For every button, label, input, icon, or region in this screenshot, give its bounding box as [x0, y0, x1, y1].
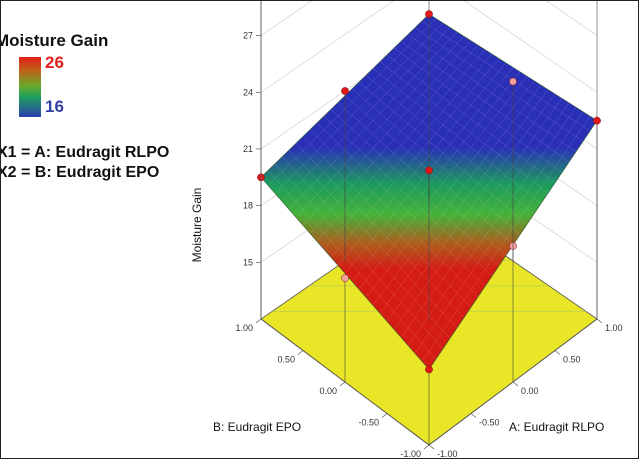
surface-mesh-line — [274, 22, 444, 194]
surface-mesh-line — [330, 109, 500, 266]
b-axis-title: B: Eudragit EPO — [213, 420, 301, 434]
axis-ticks: 15 18 21 24 27 -1.00 -0.50 0.00 0.50 1.00 -1.00 -0.… — [235, 31, 622, 458]
design-point — [425, 166, 433, 175]
surface-mesh-line — [281, 27, 451, 202]
a-tick-mark — [428, 444, 435, 450]
factor-label-x2: X2 = B: Eudragit EPO — [0, 164, 160, 181]
surface-mesh-line — [365, 75, 535, 215]
surface-mesh-line — [414, 111, 584, 354]
surface-mesh-line — [309, 45, 479, 234]
surface-mesh-line — [393, 47, 563, 173]
a-tick-label: 0.00 — [521, 386, 539, 396]
b-tick-mark — [339, 381, 346, 387]
surface-mesh-line — [295, 36, 465, 218]
surface-mesh-line — [421, 20, 591, 132]
b-tick-label: 0.00 — [319, 386, 337, 396]
surface-mesh-line — [323, 53, 493, 250]
surface-mesh-line — [407, 107, 577, 346]
surface-mesh-line — [379, 89, 549, 314]
a-tick-mark — [470, 413, 477, 418]
surface-mesh-line — [309, 129, 479, 297]
design-point — [593, 116, 601, 125]
design-point — [425, 365, 433, 374]
a-tick-mark — [512, 381, 519, 387]
legend-color-bar — [19, 57, 41, 117]
a-tick-label: -1.00 — [437, 449, 458, 458]
surface-mesh-line — [351, 88, 521, 235]
z-tick-label: 24 — [243, 87, 253, 97]
surface-mesh-line — [358, 76, 528, 290]
b-tick-mark — [381, 413, 388, 418]
surface-mesh-line — [358, 81, 528, 225]
surface-mesh-line — [302, 136, 472, 308]
surface-mesh-line — [337, 62, 507, 266]
a-axis-title: A: Eudragit RLPO — [509, 420, 604, 434]
b-tick-label: 0.50 — [277, 355, 295, 365]
surface-mesh-line — [365, 80, 535, 298]
z-tick-label: 18 — [243, 201, 253, 211]
legend-max-label: 26 — [45, 53, 64, 72]
surface-mesh-line — [414, 27, 584, 142]
design-point — [341, 274, 349, 282]
surface-mesh-line — [337, 102, 507, 256]
surface-mesh-line — [295, 143, 465, 318]
surface-mesh-line — [281, 156, 451, 339]
z-tick-label: 21 — [243, 144, 253, 154]
a-tick-label: 1.00 — [605, 323, 623, 333]
surface-mesh-line — [386, 54, 556, 183]
surface-mesh-line — [421, 116, 591, 362]
design-point — [509, 77, 517, 86]
z-axis-title: Moisture Gain — [190, 188, 204, 263]
design-point — [341, 87, 349, 95]
surface-mesh-line — [330, 58, 500, 258]
surface-mesh-line — [323, 116, 493, 277]
b-tick-mark — [423, 444, 430, 450]
surface-mesh-line — [379, 61, 549, 194]
legend-min-label: 16 — [45, 97, 64, 116]
surface-mesh-line — [302, 40, 472, 226]
b-tick-mark — [255, 318, 262, 324]
surface-mesh-line — [393, 98, 563, 330]
z-tick-label: 15 — [243, 257, 253, 267]
b-tick-label: -1.00 — [400, 449, 421, 458]
design-point — [425, 10, 433, 18]
legend-title: Moisture Gain — [0, 31, 109, 50]
back-gridline — [260, 1, 598, 93]
b-tick-label: 1.00 — [235, 323, 253, 333]
z-tick-label: 27 — [243, 31, 253, 41]
b-tick-mark — [297, 350, 304, 355]
a-tick-label: -0.50 — [479, 418, 500, 428]
a-tick-mark — [596, 318, 603, 324]
surface-mesh-line — [267, 170, 437, 360]
factor-label-x1: X1 = A: Eudragit RLPO — [0, 144, 170, 161]
surface-mesh-line — [407, 34, 577, 152]
a-tick-label: 0.50 — [563, 355, 581, 365]
surface-mesh-line — [274, 163, 444, 349]
surface-mesh-line — [267, 18, 437, 186]
surface-mesh-line — [351, 71, 521, 282]
surface-mesh-line — [386, 93, 556, 322]
a-tick-mark — [554, 350, 561, 355]
b-tick-label: -0.50 — [358, 418, 379, 428]
